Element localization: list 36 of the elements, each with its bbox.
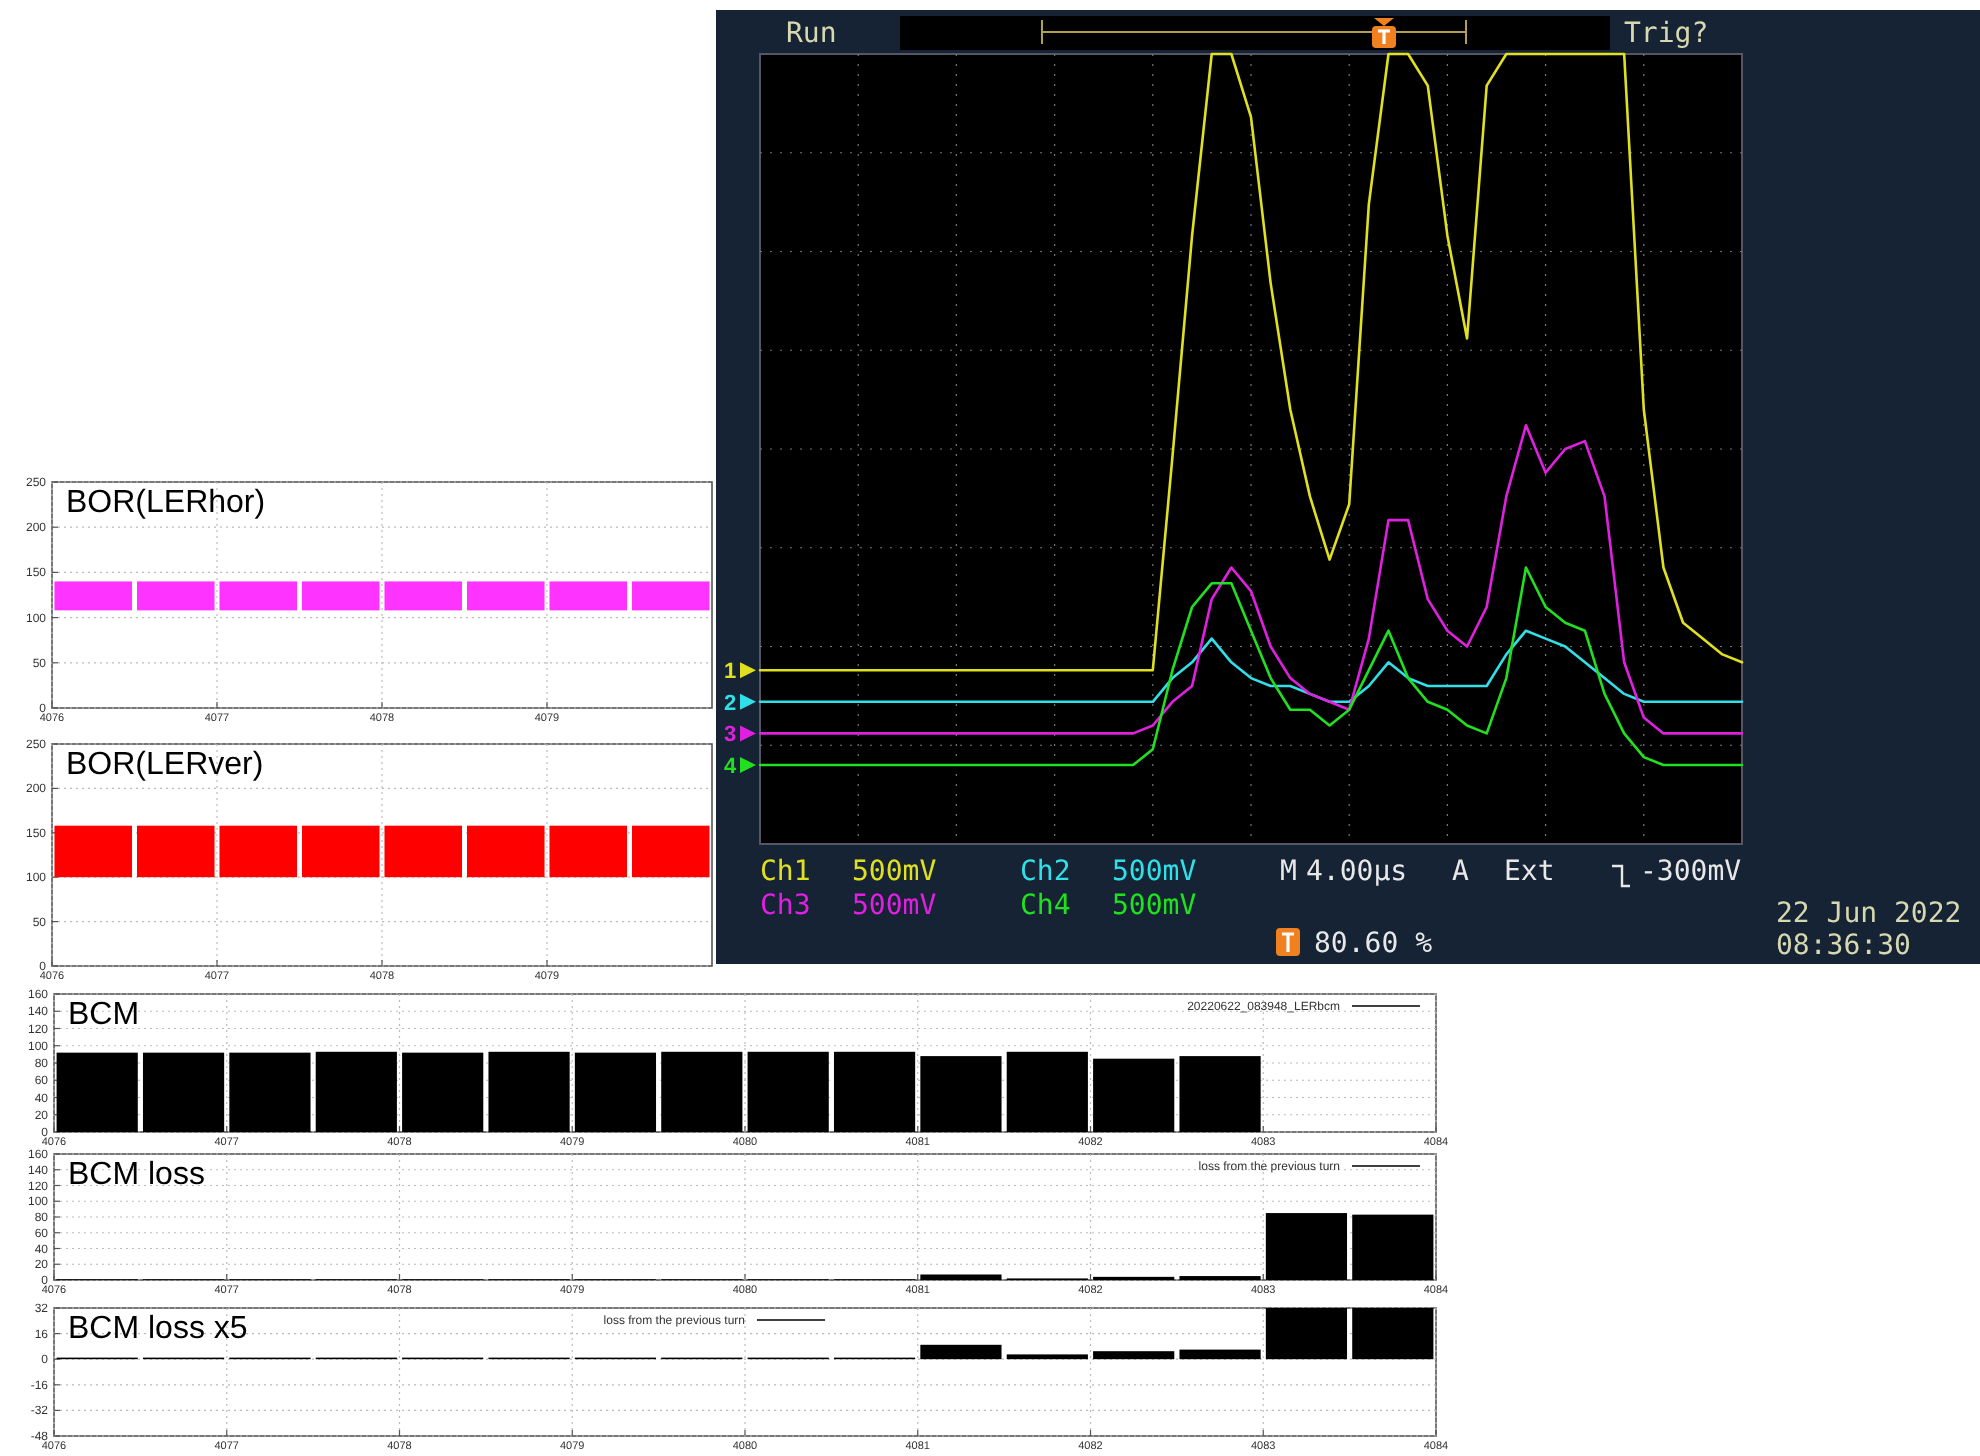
legend-label: 1 [723, 660, 737, 685]
legend-label: 2 [723, 691, 737, 716]
chart-title: BCM loss [68, 1158, 205, 1192]
text: Ch3 [760, 890, 811, 922]
bar [920, 1344, 1002, 1360]
text: 500mV [852, 890, 938, 922]
text: 80.60 % [1314, 928, 1434, 960]
legend-label: 4 [723, 755, 738, 779]
bar [1265, 1213, 1348, 1280]
bar [1006, 1354, 1088, 1360]
text: -300mV [1640, 856, 1743, 888]
text: Ch4 [1020, 890, 1071, 922]
bar [1093, 1351, 1175, 1360]
bar [1352, 1214, 1434, 1280]
text: Run [786, 18, 837, 50]
bar [920, 1274, 1002, 1280]
text: 500mV [1112, 890, 1198, 922]
bar [1265, 1308, 1348, 1360]
legend-label: 3 [723, 723, 737, 748]
text: Ch1 [760, 856, 811, 888]
chart-title: BCM loss x5 [68, 1312, 248, 1346]
chart-title: BOR(LERhor) [66, 486, 266, 520]
text: A [1452, 856, 1470, 888]
text: Ch2 [1020, 856, 1071, 888]
chart-title: BCM [68, 998, 140, 1032]
text: 22 Jun 2022 [1776, 898, 1962, 930]
text: Trig? [1624, 18, 1709, 50]
text: Ext [1504, 856, 1555, 888]
text: 4.00µs [1306, 856, 1408, 888]
bar [1352, 1308, 1434, 1360]
bar [1179, 1349, 1261, 1360]
text: 500mV [1112, 856, 1198, 888]
text: 500mV [852, 856, 938, 888]
text: M [1280, 856, 1297, 888]
text: 08:36:30 [1776, 930, 1911, 962]
chart-title: BOR(LERver) [66, 748, 264, 782]
